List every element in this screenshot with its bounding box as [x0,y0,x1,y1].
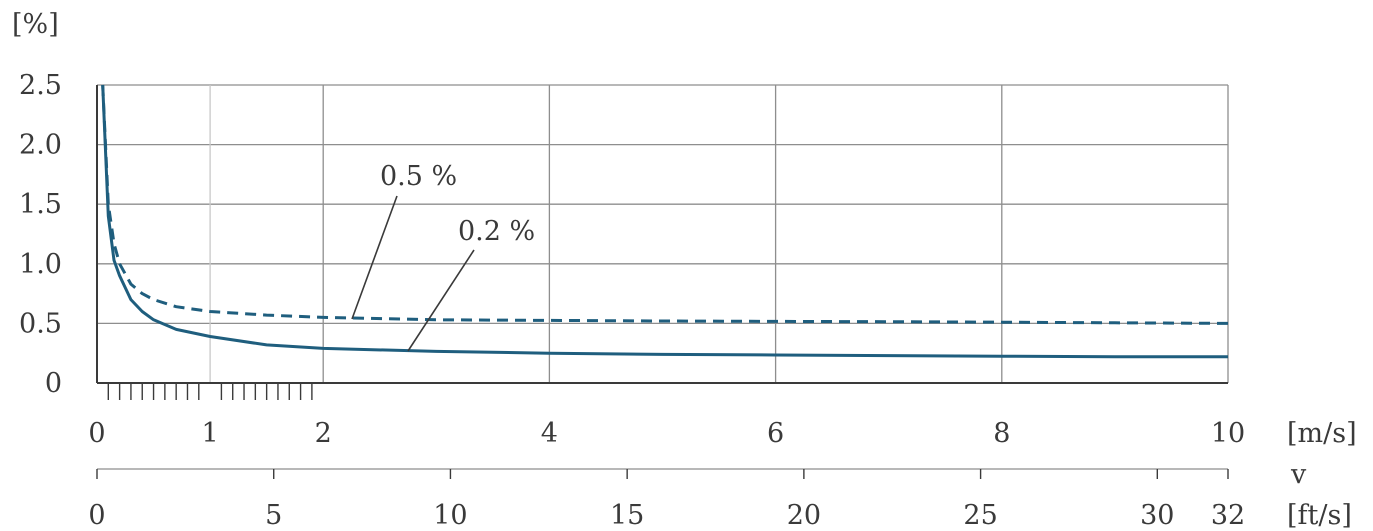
leader-line-0-2-percent [407,249,475,352]
x-tick-label-secondary: 32 [1211,500,1245,531]
x-tick-label-secondary: 0 [88,500,105,531]
series-label-0-2-percent: 0.2 % [458,216,535,247]
x-tick-label-secondary: 25 [963,500,997,531]
x-tick-label-secondary: 5 [265,500,282,531]
y-tick-label: 2.5 [19,70,62,101]
series-group [101,84,1229,359]
x-tick-label-secondary: 10 [433,500,467,531]
x-axis-unit-primary: [m/s] [1287,418,1357,449]
axes: 0 0.5 1.0 1.5 2.0 2.5 0 1 2 4 6 8 10 0 5 10 15 20 25 30 32 [19,70,1245,531]
y-axis-label: [%] [12,9,59,40]
x-tick-label-primary: 4 [541,418,558,449]
leader-line-0-5-percent [351,195,398,320]
series-line-0-2-percent [101,84,1228,359]
x-tick-label-secondary: 30 [1140,500,1174,531]
x-tick-label-primary: 8 [993,418,1010,449]
x-tick-label-primary: 2 [315,418,332,449]
grid [97,84,1229,383]
x-tick-label-secondary: 20 [787,500,821,531]
series-label-0-5-percent: 0.5 % [380,161,457,192]
y-tick-label: 1.5 [19,189,62,220]
x-tick-label-primary: 6 [767,418,784,449]
x-axis-variable: v [1290,459,1307,490]
x-tick-label-primary: 1 [202,418,219,449]
series-line-0-5-percent [101,84,1229,325]
x-axis-unit-secondary: [ft/s] [1287,500,1352,531]
y-tick-label: 0.5 [19,308,62,339]
y-tick-label: 0 [45,368,62,399]
x-tick-label-primary: 0 [88,418,105,449]
y-tick-label: 1.0 [19,249,62,280]
x-tick-label-primary: 10 [1211,418,1245,449]
labels: [%] [m/s] v [ft/s] 0.5 % 0.2 % [12,9,1357,531]
x-tick-label-secondary: 15 [610,500,644,531]
y-tick-label: 2.0 [19,130,62,161]
